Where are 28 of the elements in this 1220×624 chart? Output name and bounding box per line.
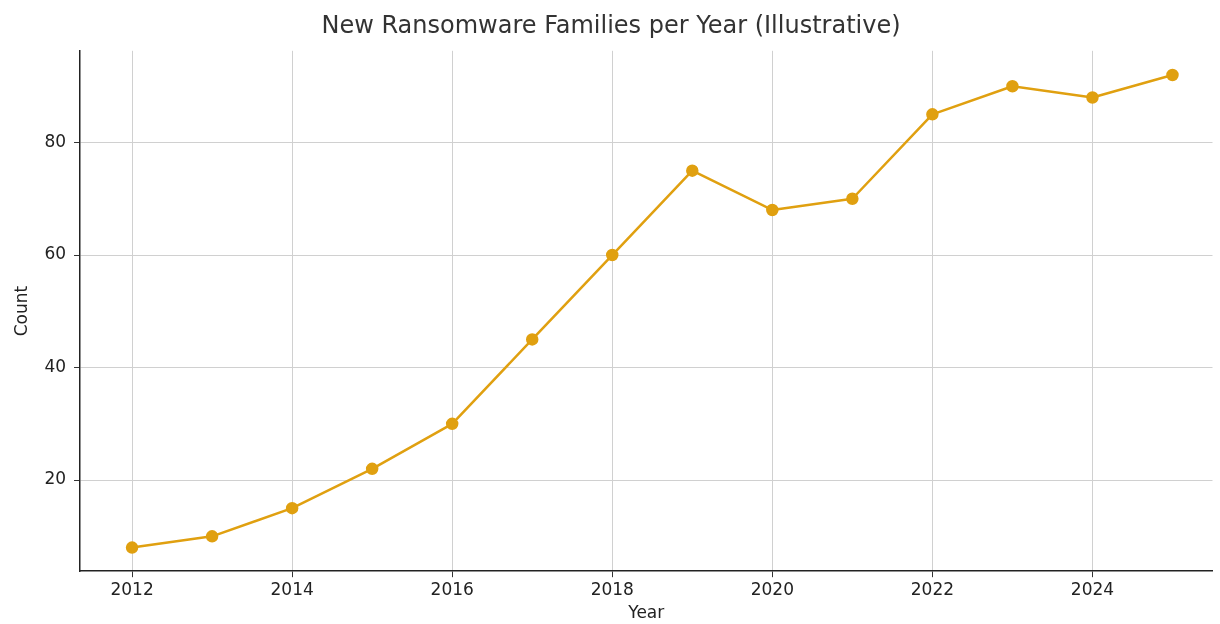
y-axis-title: Count [10,285,31,337]
x-tick-label: 2024 [1070,578,1115,599]
point [1006,79,1019,93]
x-tick-label: 2012 [110,578,154,599]
y-tick-label: 40 [44,355,67,376]
x-tick-label: 2018 [590,578,634,599]
x-axis-title: Year [627,602,665,623]
x-tick-label: 2022 [910,578,955,599]
y-tick-label: 60 [44,243,67,264]
point [125,541,139,554]
x-tick-label: 2020 [750,578,794,599]
y-tick-label: 20 [44,468,67,489]
point [1086,91,1099,104]
point [285,501,299,515]
point [766,203,779,217]
point [1166,68,1179,82]
point [606,248,619,262]
x-tick-label: 2016 [430,578,474,599]
point [445,417,459,431]
point [365,462,379,476]
x-tick-label: 2014 [270,578,314,599]
point [846,192,859,206]
point [686,164,699,177]
point [205,530,219,543]
point [525,333,539,346]
chart-title: New Ransomware Families per Year (Illustrative) [321,10,901,39]
y-tick-label: 80 [44,130,67,151]
point [926,108,939,121]
